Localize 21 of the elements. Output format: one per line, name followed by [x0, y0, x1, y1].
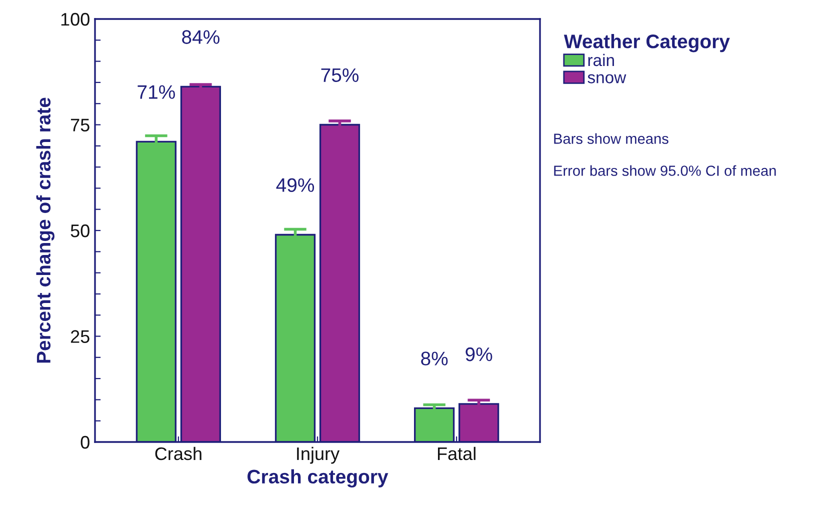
data-label: 71%	[138, 85, 175, 99]
legend-label: rain	[588, 54, 614, 66]
y-tick-label: 25	[70, 330, 90, 343]
y-tick-label: 0	[80, 436, 90, 449]
data-label: 9%	[466, 347, 492, 362]
x-tick-label: Crash	[155, 446, 202, 460]
data-label: 8%	[421, 352, 448, 366]
y-tick-label: 75	[70, 118, 90, 132]
y-axis-title: Percent change of crash rate	[36, 98, 54, 363]
y-tick-label: 100	[61, 12, 90, 26]
x-tick-label: Fatal	[438, 446, 476, 460]
y-tick-label: 50	[70, 224, 90, 238]
text: Bars show means	[554, 133, 668, 144]
text: Error bars show 95.0% CI of mean	[554, 165, 776, 176]
data-label: 49%	[276, 178, 314, 192]
data-label: 75%	[321, 68, 359, 82]
x-axis-title: Crash category	[248, 469, 388, 488]
legend-label: snow	[588, 74, 626, 84]
x-tick-label: Injury	[297, 446, 340, 464]
data-label: 84%	[182, 30, 220, 44]
legend-title: Weather Category	[564, 34, 730, 52]
